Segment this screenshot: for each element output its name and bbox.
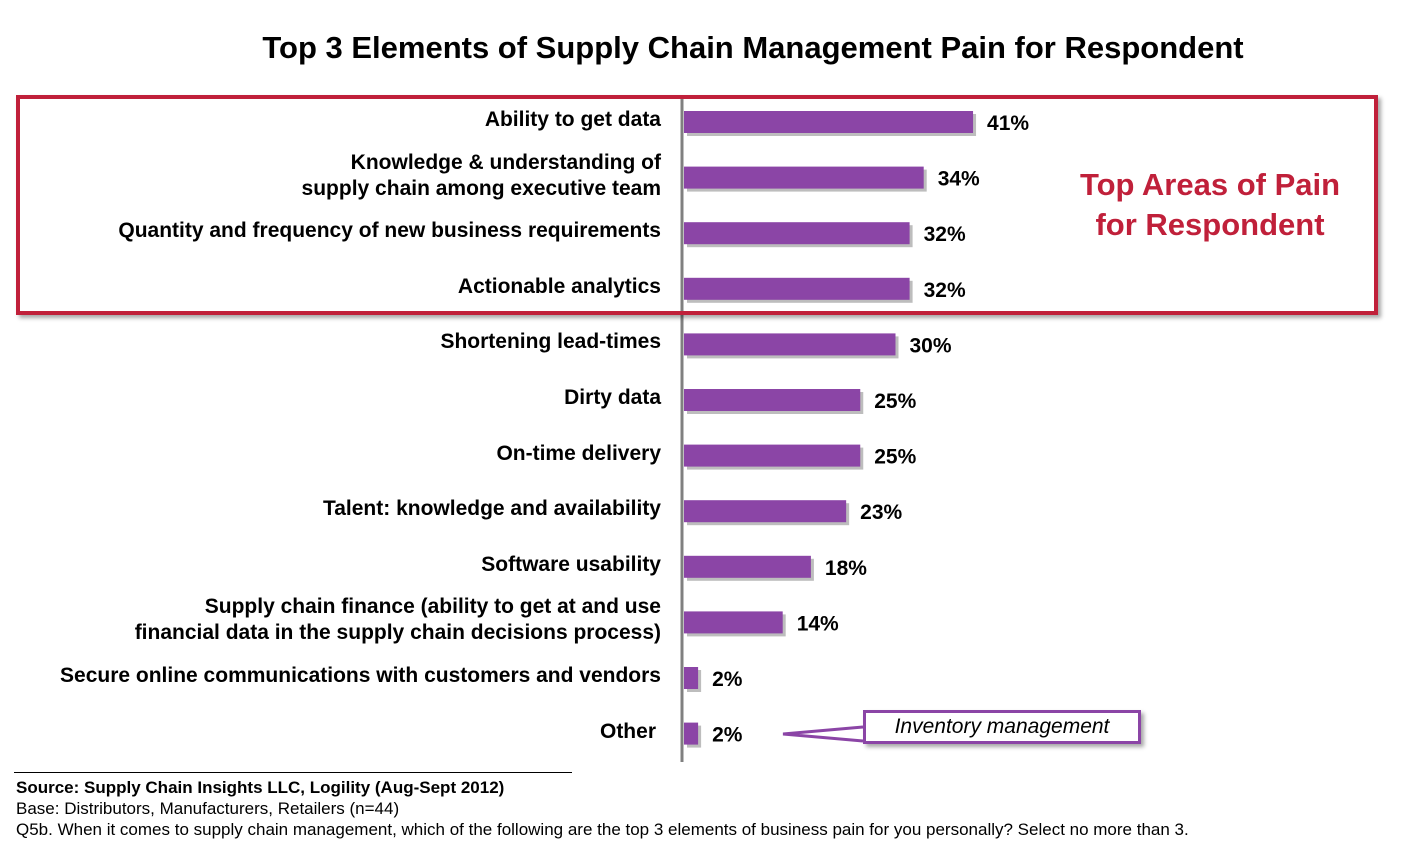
category-label-line: financial data in the supply chain decis… [134, 621, 661, 645]
category-label-line: Knowledge & understanding of [350, 150, 661, 174]
bar-value-label: 2% [712, 668, 743, 691]
bar [684, 667, 699, 689]
category-label-line: Quantity and frequency of new business r… [118, 219, 661, 243]
top-areas-annotation: Top Areas of Pain for Respondent [1040, 165, 1380, 245]
category-label-line: Talent: knowledge and availability [322, 497, 661, 521]
bar [684, 611, 783, 634]
callout-pointer [782, 725, 864, 743]
bar [684, 222, 910, 245]
category-label-line: supply chain among executive team [301, 176, 661, 200]
category-label-line: Actionable analytics [457, 274, 661, 298]
source-notes: Source: Supply Chain Insights LLC, Logil… [16, 777, 1189, 840]
bar [684, 555, 811, 578]
category-label: Software usability [0, 552, 661, 578]
bar-value-label: 18% [825, 557, 867, 580]
bar-value-label: 23% [860, 501, 902, 524]
category-label: On-time delivery [0, 441, 661, 467]
bar [684, 500, 847, 523]
inventory-callout: Inventory management [863, 710, 1141, 744]
bar [684, 111, 974, 133]
category-label: Quantity and frequency of new business r… [0, 218, 661, 244]
bar [684, 333, 896, 356]
bar-value-label: 30% [910, 334, 952, 357]
category-label: Talent: knowledge and availability [0, 496, 661, 522]
bar-value-label: 32% [924, 223, 966, 246]
category-label-line: Ability to get data [484, 108, 661, 131]
category-label: Dirty data [0, 385, 661, 411]
category-label-line: Dirty data [564, 386, 661, 409]
source-divider [14, 772, 572, 773]
category-label-line: Other [599, 719, 656, 743]
source-line: Source: Supply Chain Insights LLC, Logil… [16, 778, 505, 797]
bar-value-label: 41% [987, 112, 1029, 135]
category-label-line: Supply chain finance (ability to get at … [204, 595, 661, 619]
question-line: Q5b. When it comes to supply chain manag… [16, 820, 1189, 839]
chart-title: Top 3 Elements of Supply Chain Managemen… [262, 30, 1244, 65]
category-label-line: Secure online communications with custom… [60, 664, 661, 687]
category-label: Knowledge & understanding of supply chain… [0, 150, 661, 202]
category-label-line: Software usability [481, 552, 661, 576]
top-areas-highlight-box [16, 95, 1378, 315]
bar-value-label: 25% [874, 390, 916, 413]
category-label: Supply chain finance (ability to get at … [0, 594, 661, 646]
top-areas-annotation-line2: for Respondent [1095, 207, 1325, 242]
category-label: Secure online communications with custom… [0, 663, 661, 689]
category-label: Ability to get data [0, 107, 661, 133]
top-areas-annotation-line1: Top Areas of Pain [1079, 167, 1341, 202]
category-label: Shortening lead-times [0, 329, 661, 355]
bar [684, 389, 861, 411]
bar [684, 722, 699, 745]
bar-value-label: 14% [797, 612, 839, 635]
bar [684, 444, 861, 467]
category-label-line: Shortening lead-times [440, 330, 661, 354]
base-line: Base: Distributors, Manufacturers, Retai… [16, 799, 400, 818]
category-label: Actionable analytics [0, 274, 661, 300]
category-label-line: On-time delivery [496, 441, 661, 465]
bar-value-label: 32% [924, 279, 966, 302]
bar-value-label: 34% [938, 168, 980, 191]
bar-value-label: 2% [712, 724, 743, 747]
bar-value-label: 25% [874, 446, 916, 469]
bar [684, 277, 910, 300]
bar [684, 166, 924, 189]
category-label: Other [0, 719, 656, 745]
